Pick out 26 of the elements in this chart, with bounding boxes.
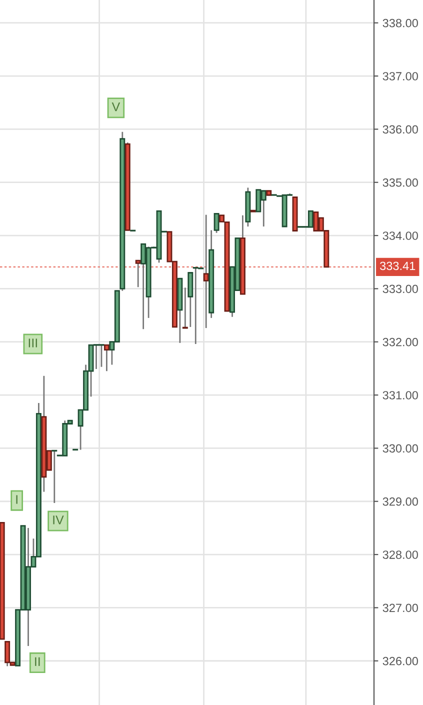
annotation: I bbox=[16, 495, 18, 504]
candlestick bbox=[214, 213, 220, 234]
candlestick bbox=[188, 272, 194, 328]
y-tick-label: 334.00 bbox=[382, 232, 418, 240]
annotation: V bbox=[112, 102, 120, 112]
annotation: IV bbox=[53, 516, 64, 524]
y-tick-label: 333.00 bbox=[382, 284, 418, 294]
y-tick-label: 331.00 bbox=[382, 391, 418, 400]
y-tick-label: 330.00 bbox=[382, 444, 418, 453]
candlestick bbox=[135, 260, 141, 288]
y-tick-label: 332.00 bbox=[382, 338, 418, 346]
candlestick bbox=[203, 214, 209, 329]
y-tick-label: 335.00 bbox=[382, 178, 418, 187]
annotation: III bbox=[28, 338, 37, 348]
candlestick bbox=[104, 344, 110, 372]
candlestick bbox=[52, 450, 58, 504]
y-tick-label: 337.00 bbox=[382, 72, 418, 80]
y-tick-label: 328.00 bbox=[382, 550, 418, 559]
y-tick-label: 336.00 bbox=[382, 125, 418, 134]
annotation: II bbox=[35, 657, 40, 666]
candlestick bbox=[182, 286, 188, 329]
y-tick-label: 327.00 bbox=[382, 604, 418, 612]
y-tick-label: 338.00 bbox=[382, 18, 418, 28]
ref-line-label: 333.41 bbox=[380, 262, 416, 270]
y-tick-label: 329.00 bbox=[382, 497, 418, 506]
y-tick-label: 326.00 bbox=[382, 656, 418, 666]
